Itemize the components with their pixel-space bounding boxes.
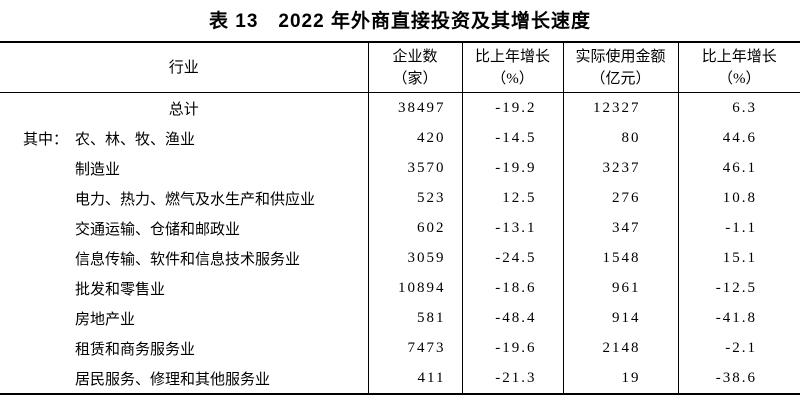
column-header-unit: （家）	[392, 70, 438, 87]
column-header-unit: （%）	[718, 70, 761, 87]
amount-cell: 3237	[562, 153, 678, 183]
enterprises-growth-cell: -48.4	[461, 303, 563, 333]
enterprises-cell: 38497	[367, 92, 462, 123]
amount-cell: 961	[562, 273, 678, 303]
enterprises-growth-cell: -13.1	[461, 213, 563, 243]
industry-cell: 信息传输、软件和信息技术服务业	[75, 251, 301, 268]
amount-growth-cell: 44.6	[677, 123, 800, 153]
table-header-row: 行业 企业数 （家） 比上年增长 （%） 实际使用金额 （亿元） 比上年增长 （…	[0, 42, 800, 93]
column-header-label: 实际使用金额	[575, 48, 666, 65]
amount-growth-cell: 15.1	[677, 243, 800, 273]
table-row: 批发和零售业 10894 -18.6 961 -12.5	[0, 273, 800, 303]
table-row: 其中： 农、林、牧、渔业 420 -14.5 80 44.6	[0, 123, 800, 153]
amount-growth-cell: 46.1	[677, 153, 800, 183]
industry-cell: 批发和零售业	[75, 281, 166, 298]
enterprises-cell: 523	[367, 183, 462, 213]
industry-cell: 其中： 农、林、牧、渔业	[0, 123, 368, 153]
amount-cell: 80	[562, 123, 678, 153]
table-row: 居民服务、修理和其他服务业 411 -21.3 19 -38.6	[0, 363, 800, 394]
column-header-unit: （%）	[491, 70, 534, 87]
enterprises-cell: 420	[367, 123, 462, 153]
column-header-label: 行业	[168, 59, 199, 76]
enterprises-growth-cell: -19.2	[461, 92, 563, 123]
table-row: 租赁和商务服务业 7473 -19.6 2148 -2.1	[0, 333, 800, 363]
industry-cell: 交通运输、仓储和邮政业	[75, 221, 241, 238]
table-row-total: 总计 38497 -19.2 12327 6.3	[0, 92, 800, 123]
enterprises-growth-cell: 12.5	[461, 183, 563, 213]
amount-cell: 276	[562, 183, 678, 213]
table-row: 房地产业 581 -48.4 914 -41.8	[0, 303, 800, 333]
enterprises-growth-cell: -18.6	[461, 273, 563, 303]
industry-cell: 制造业	[75, 161, 121, 178]
amount-growth-cell: -41.8	[677, 303, 800, 333]
enterprises-growth-cell: -14.5	[461, 123, 563, 153]
industry-label: 农、林、牧、渔业	[75, 131, 196, 148]
amount-cell: 2148	[562, 333, 678, 363]
enterprises-growth-cell: -21.3	[461, 363, 563, 394]
enterprises-cell: 581	[367, 303, 462, 333]
amount-growth-cell: -38.6	[677, 363, 800, 394]
industry-cell: 房地产业	[75, 311, 136, 328]
enterprises-growth-cell: -19.6	[461, 333, 563, 363]
industry-cell: 总计	[168, 101, 199, 118]
amount-growth-cell: 10.8	[677, 183, 800, 213]
enterprises-cell: 10894	[367, 273, 462, 303]
table-row: 交通运输、仓储和邮政业 602 -13.1 347 -1.1	[0, 213, 800, 243]
column-header-unit: （亿元）	[590, 70, 651, 87]
page-title: 表 13 2022 年外商直接投资及其增长速度	[209, 11, 591, 32]
industry-cell: 租赁和商务服务业	[75, 341, 196, 358]
table-row: 电力、热力、燃气及水生产和供应业 523 12.5 276 10.8	[0, 183, 800, 213]
industry-cell: 居民服务、修理和其他服务业	[75, 371, 271, 388]
amount-growth-cell: -12.5	[677, 273, 800, 303]
column-header-enterprises-growth: 比上年增长 （%）	[461, 42, 563, 93]
column-header-enterprises: 企业数 （家）	[367, 42, 462, 93]
enterprises-cell: 7473	[367, 333, 462, 363]
fdi-table: 行业 企业数 （家） 比上年增长 （%） 实际使用金额 （亿元） 比上年增长 （…	[0, 41, 800, 395]
enterprises-cell: 3570	[367, 153, 462, 183]
table-row: 信息传输、软件和信息技术服务业 3059 -24.5 1548 15.1	[0, 243, 800, 273]
amount-cell: 12327	[562, 92, 678, 123]
enterprises-cell: 602	[367, 213, 462, 243]
amount-growth-cell: -1.1	[677, 213, 800, 243]
enterprises-cell: 411	[367, 363, 462, 394]
table-row: 制造业 3570 -19.9 3237 46.1	[0, 153, 800, 183]
amount-cell: 19	[562, 363, 678, 394]
enterprises-growth-cell: -19.9	[461, 153, 563, 183]
column-header-amount-growth: 比上年增长 （%）	[677, 42, 800, 93]
column-header-industry: 行业	[0, 42, 368, 93]
industry-cell: 电力、热力、燃气及水生产和供应业	[75, 191, 316, 208]
among-which-prefix: 其中：	[23, 131, 69, 148]
amount-growth-cell: 6.3	[677, 92, 800, 123]
column-header-amount: 实际使用金额 （亿元）	[562, 42, 678, 93]
column-header-label: 比上年增长	[701, 48, 777, 65]
enterprises-cell: 3059	[367, 243, 462, 273]
column-header-label: 比上年增长	[474, 48, 550, 65]
amount-cell: 1548	[562, 243, 678, 273]
amount-growth-cell: -2.1	[677, 333, 800, 363]
amount-cell: 914	[562, 303, 678, 333]
amount-cell: 347	[562, 213, 678, 243]
column-header-label: 企业数	[392, 48, 438, 65]
enterprises-growth-cell: -24.5	[461, 243, 563, 273]
